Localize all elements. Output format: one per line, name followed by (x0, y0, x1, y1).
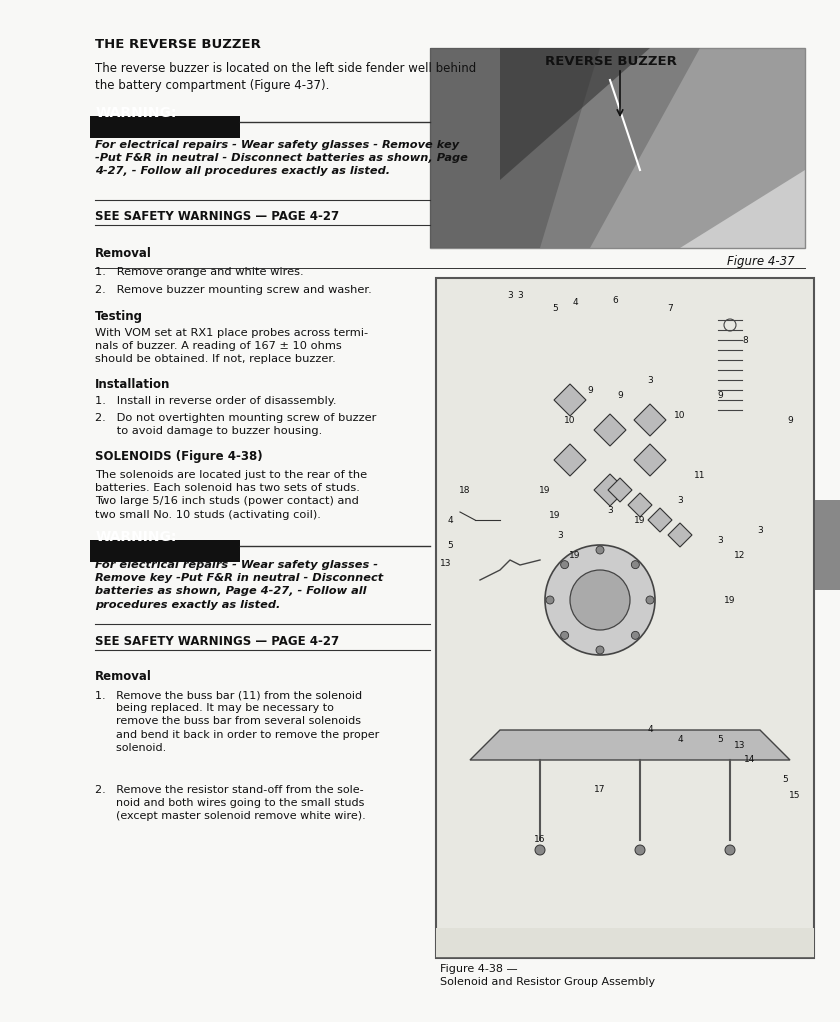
Circle shape (632, 561, 639, 568)
Text: 9: 9 (787, 416, 793, 424)
Text: 19: 19 (549, 511, 561, 519)
Text: For electrical repairs - Wear safety glasses -
Remove key -Put F&R in neutral - : For electrical repairs - Wear safety gla… (95, 560, 383, 609)
Text: 5: 5 (447, 541, 453, 550)
Polygon shape (500, 48, 650, 180)
Text: 1.   Remove orange and white wires.: 1. Remove orange and white wires. (95, 267, 303, 277)
Circle shape (632, 632, 639, 640)
Text: 8: 8 (742, 335, 748, 344)
Bar (436, 928, 814, 958)
Text: Figure 4-38 —
Solenoid and Resistor Group Assembly: Figure 4-38 — Solenoid and Resistor Grou… (440, 964, 655, 987)
Text: 3: 3 (677, 496, 683, 505)
Polygon shape (628, 493, 652, 517)
Text: 2.   Remove the resistor stand-off from the sole-
      noid and both wires goin: 2. Remove the resistor stand-off from th… (95, 785, 365, 822)
Text: SOLENOIDS (Figure 4-38): SOLENOIDS (Figure 4-38) (95, 450, 263, 463)
Text: 3: 3 (757, 525, 763, 535)
Polygon shape (634, 444, 666, 476)
Polygon shape (430, 48, 700, 248)
Circle shape (545, 545, 655, 655)
Polygon shape (554, 444, 586, 476)
Text: 19: 19 (539, 485, 551, 495)
Bar (815, 500, 840, 590)
Text: Removal: Removal (95, 247, 152, 260)
Text: 13: 13 (440, 558, 452, 567)
Text: WARNING:: WARNING: (96, 530, 177, 544)
Circle shape (535, 845, 545, 855)
Text: 3: 3 (517, 290, 522, 299)
Circle shape (646, 596, 654, 604)
Text: 10: 10 (564, 416, 575, 424)
Text: 12: 12 (734, 551, 746, 559)
Text: SEE SAFETY WARNINGS — PAGE 4-27: SEE SAFETY WARNINGS — PAGE 4-27 (95, 210, 339, 223)
Text: 18: 18 (459, 485, 470, 495)
Circle shape (725, 845, 735, 855)
Text: The reverse buzzer is located on the left side fender well behind
the battery co: The reverse buzzer is located on the lef… (95, 62, 476, 92)
Polygon shape (634, 404, 666, 436)
Text: 3: 3 (717, 536, 723, 545)
Text: 7: 7 (667, 304, 673, 313)
Text: 4: 4 (677, 736, 683, 744)
Polygon shape (594, 414, 626, 446)
Text: 15: 15 (790, 790, 801, 799)
Polygon shape (470, 730, 790, 760)
Text: 3: 3 (557, 530, 563, 540)
Text: 5: 5 (782, 776, 788, 785)
Text: The solenoids are located just to the rear of the
batteries. Each solenoid has t: The solenoids are located just to the re… (95, 470, 367, 519)
Text: With VOM set at RX1 place probes across termi-
nals of buzzer. A reading of 167 : With VOM set at RX1 place probes across … (95, 328, 368, 365)
Text: SEE SAFETY WARNINGS — PAGE 4-27: SEE SAFETY WARNINGS — PAGE 4-27 (95, 635, 339, 648)
Circle shape (596, 646, 604, 654)
Polygon shape (540, 48, 805, 248)
Circle shape (635, 845, 645, 855)
Text: 5: 5 (717, 736, 723, 744)
Text: REVERSE BUZZER: REVERSE BUZZER (545, 55, 677, 68)
Text: 1.   Install in reverse order of disassembly.: 1. Install in reverse order of disassemb… (95, 396, 337, 406)
FancyBboxPatch shape (90, 117, 240, 138)
Text: 11: 11 (694, 470, 706, 479)
Text: 19: 19 (724, 596, 736, 604)
Text: THE REVERSE BUZZER: THE REVERSE BUZZER (95, 38, 261, 51)
Circle shape (560, 561, 569, 568)
Text: 3: 3 (507, 290, 513, 299)
Text: 6: 6 (612, 295, 618, 305)
Text: 16: 16 (534, 836, 546, 844)
Text: 14: 14 (744, 755, 756, 764)
Text: Figure 4-37: Figure 4-37 (727, 256, 795, 268)
Text: 4: 4 (447, 515, 453, 524)
Text: 19: 19 (634, 515, 646, 524)
Bar (436, 278, 814, 958)
Text: 17: 17 (594, 786, 606, 794)
Text: 1.   Remove the buss bar (11) from the solenoid
      being replaced. It may be : 1. Remove the buss bar (11) from the sol… (95, 690, 379, 753)
Text: 13: 13 (734, 741, 746, 749)
Circle shape (546, 596, 554, 604)
Text: 2.   Do not overtighten mounting screw of buzzer
      to avoid damage to buzzer: 2. Do not overtighten mounting screw of … (95, 413, 376, 436)
Text: 9: 9 (587, 385, 593, 394)
Circle shape (596, 546, 604, 554)
Text: 9: 9 (617, 390, 623, 400)
Text: Installation: Installation (95, 378, 171, 391)
Circle shape (560, 632, 569, 640)
Text: Testing: Testing (95, 310, 143, 323)
Text: 2.   Remove buzzer mounting screw and washer.: 2. Remove buzzer mounting screw and wash… (95, 285, 372, 295)
Text: 5: 5 (552, 304, 558, 313)
Text: 10: 10 (675, 411, 685, 419)
Polygon shape (648, 508, 672, 532)
Polygon shape (594, 474, 626, 506)
Text: 3: 3 (647, 375, 653, 384)
Polygon shape (554, 384, 586, 416)
Text: 4: 4 (647, 726, 653, 735)
FancyBboxPatch shape (90, 540, 240, 562)
Text: WARNING:: WARNING: (96, 106, 177, 120)
Text: 4: 4 (572, 297, 578, 307)
Text: 3: 3 (607, 506, 613, 514)
Text: Removal: Removal (95, 670, 152, 683)
Text: 19: 19 (570, 551, 580, 559)
Text: For electrical repairs - Wear safety glasses - Remove key
-Put F&R in neutral - : For electrical repairs - Wear safety gla… (95, 140, 468, 177)
Polygon shape (668, 523, 692, 547)
Text: 9: 9 (717, 390, 723, 400)
Circle shape (570, 570, 630, 630)
Polygon shape (608, 478, 632, 502)
Bar (430, 48, 805, 248)
